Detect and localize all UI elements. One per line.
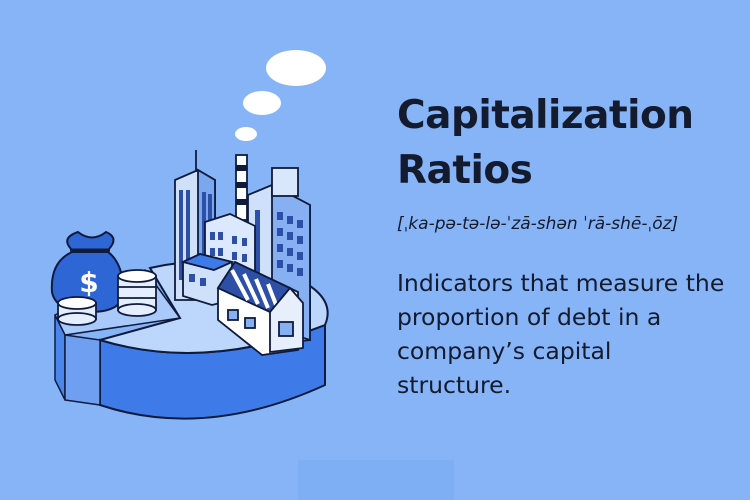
- pronunciation-text: [ˌka-pə-tə-lə-ˈzā-shən ˈrā-shē-ˌōz]: [397, 214, 679, 234]
- footer-bar: [298, 460, 454, 500]
- capitalization-illustration: $: [50, 50, 329, 420]
- page-title: Capitalization Ratios: [397, 88, 737, 198]
- title-line-1: Capitalization: [397, 93, 694, 138]
- factory-icon: [216, 260, 304, 356]
- money-bag-symbol: $: [79, 266, 98, 299]
- thought-cloud-icon: [235, 50, 326, 141]
- title-line-2: Ratios: [397, 148, 533, 193]
- definition-text: Indicators that measure the proportion o…: [397, 269, 725, 399]
- office-buildings-icon: [174, 150, 311, 346]
- coin-stack-icon: [57, 269, 157, 326]
